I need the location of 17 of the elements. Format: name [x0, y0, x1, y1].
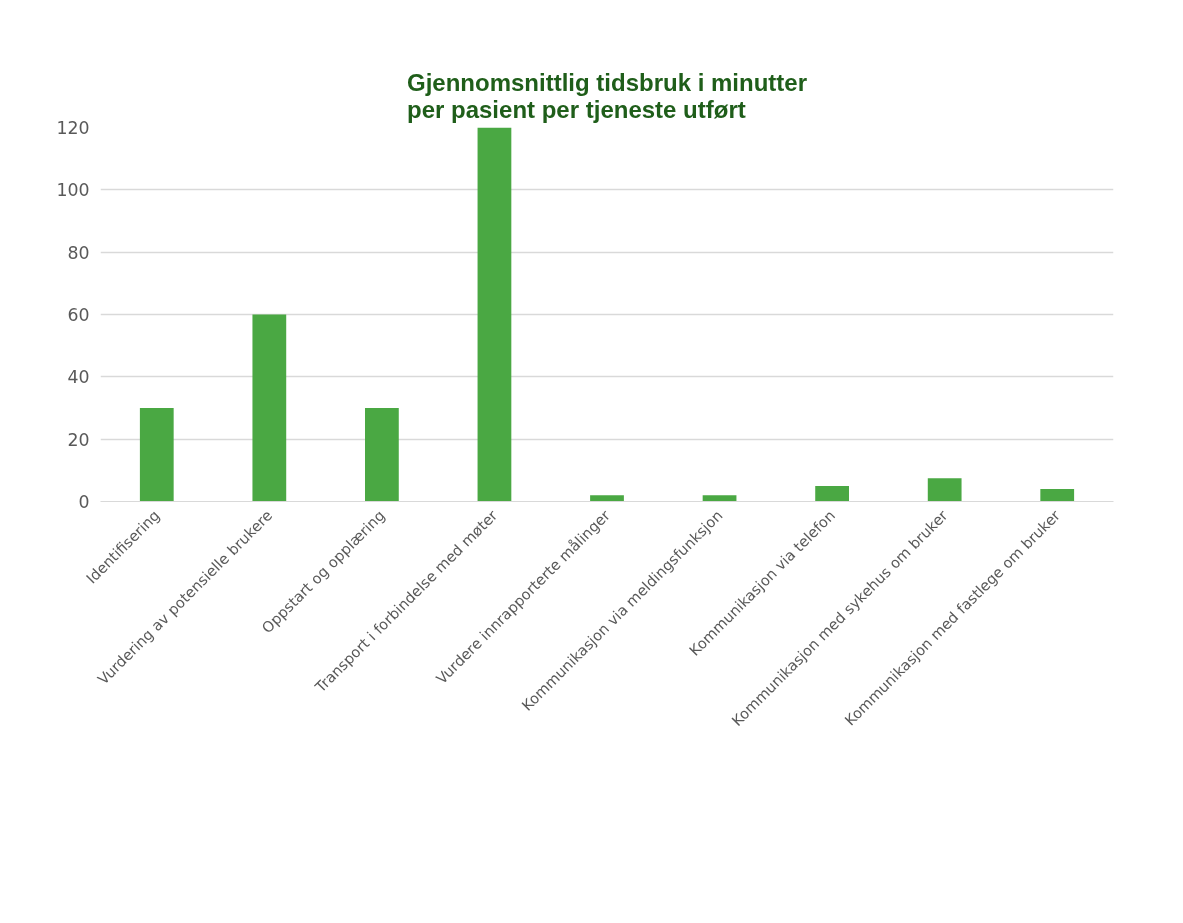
bar	[815, 485, 849, 502]
chart-title: Gjennomsnittlig tidsbruk i minutter per pasient per tjeneste utført	[407, 68, 808, 123]
y-tick-label: 120	[56, 118, 90, 138]
y-tick-label: 0	[78, 492, 90, 512]
y-tick-label: 20	[67, 429, 90, 450]
bar	[252, 314, 287, 502]
bar	[1040, 489, 1075, 502]
bar	[927, 478, 962, 502]
bar	[365, 408, 399, 502]
y-tick-label: 60	[67, 305, 90, 325]
bar	[590, 495, 624, 502]
bar	[139, 408, 174, 502]
y-tick-label: 40	[67, 367, 90, 388]
bar	[702, 495, 737, 502]
y-tick-label: 100	[56, 180, 90, 201]
y-tick-label: 80	[67, 242, 90, 263]
bar	[477, 127, 512, 502]
